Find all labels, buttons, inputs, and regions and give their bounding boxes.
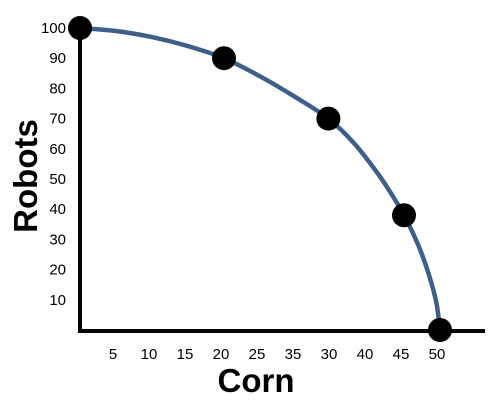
y-tick-label: 50 xyxy=(49,171,66,188)
y-tick-label: 70 xyxy=(49,111,66,128)
data-point-4 xyxy=(392,203,416,228)
data-point-3 xyxy=(316,106,341,131)
y-tick-label: 20 xyxy=(49,262,66,279)
data-point-1 xyxy=(68,16,92,40)
x-tick-labels: 5 10 15 20 25 35 30 40 45 50 xyxy=(109,346,446,363)
y-tick-label: 100 xyxy=(41,20,66,37)
x-tick-label: 30 xyxy=(321,346,338,363)
x-tick-label: 35 xyxy=(285,346,302,363)
curve-layer xyxy=(79,25,443,331)
y-tick-label: 80 xyxy=(49,80,66,97)
x-tick-label: 45 xyxy=(393,346,410,363)
points-layer xyxy=(68,16,452,342)
y-tick-label: 30 xyxy=(49,231,66,248)
y-tick-label: 10 xyxy=(49,292,66,309)
y-axis-title: Robots xyxy=(7,119,44,233)
x-tick-label: 50 xyxy=(429,346,446,363)
x-tick-label: 15 xyxy=(177,346,194,363)
y-tick-label: 40 xyxy=(49,201,66,218)
x-tick-label: 25 xyxy=(249,346,266,363)
y-tick-label: 60 xyxy=(49,141,66,158)
data-point-2 xyxy=(212,46,236,71)
x-tick-label: 10 xyxy=(141,346,158,363)
data-point-5 xyxy=(428,318,452,342)
x-tick-label: 5 xyxy=(109,346,117,363)
x-axis-title: Corn xyxy=(218,362,295,399)
x-tick-label: 40 xyxy=(357,346,374,363)
x-tick-label: 20 xyxy=(213,346,230,363)
y-tick-labels: 10 20 30 40 50 60 70 80 90 100 xyxy=(41,20,66,309)
ppf-curve xyxy=(79,25,443,331)
y-tick-label: 90 xyxy=(49,50,66,67)
